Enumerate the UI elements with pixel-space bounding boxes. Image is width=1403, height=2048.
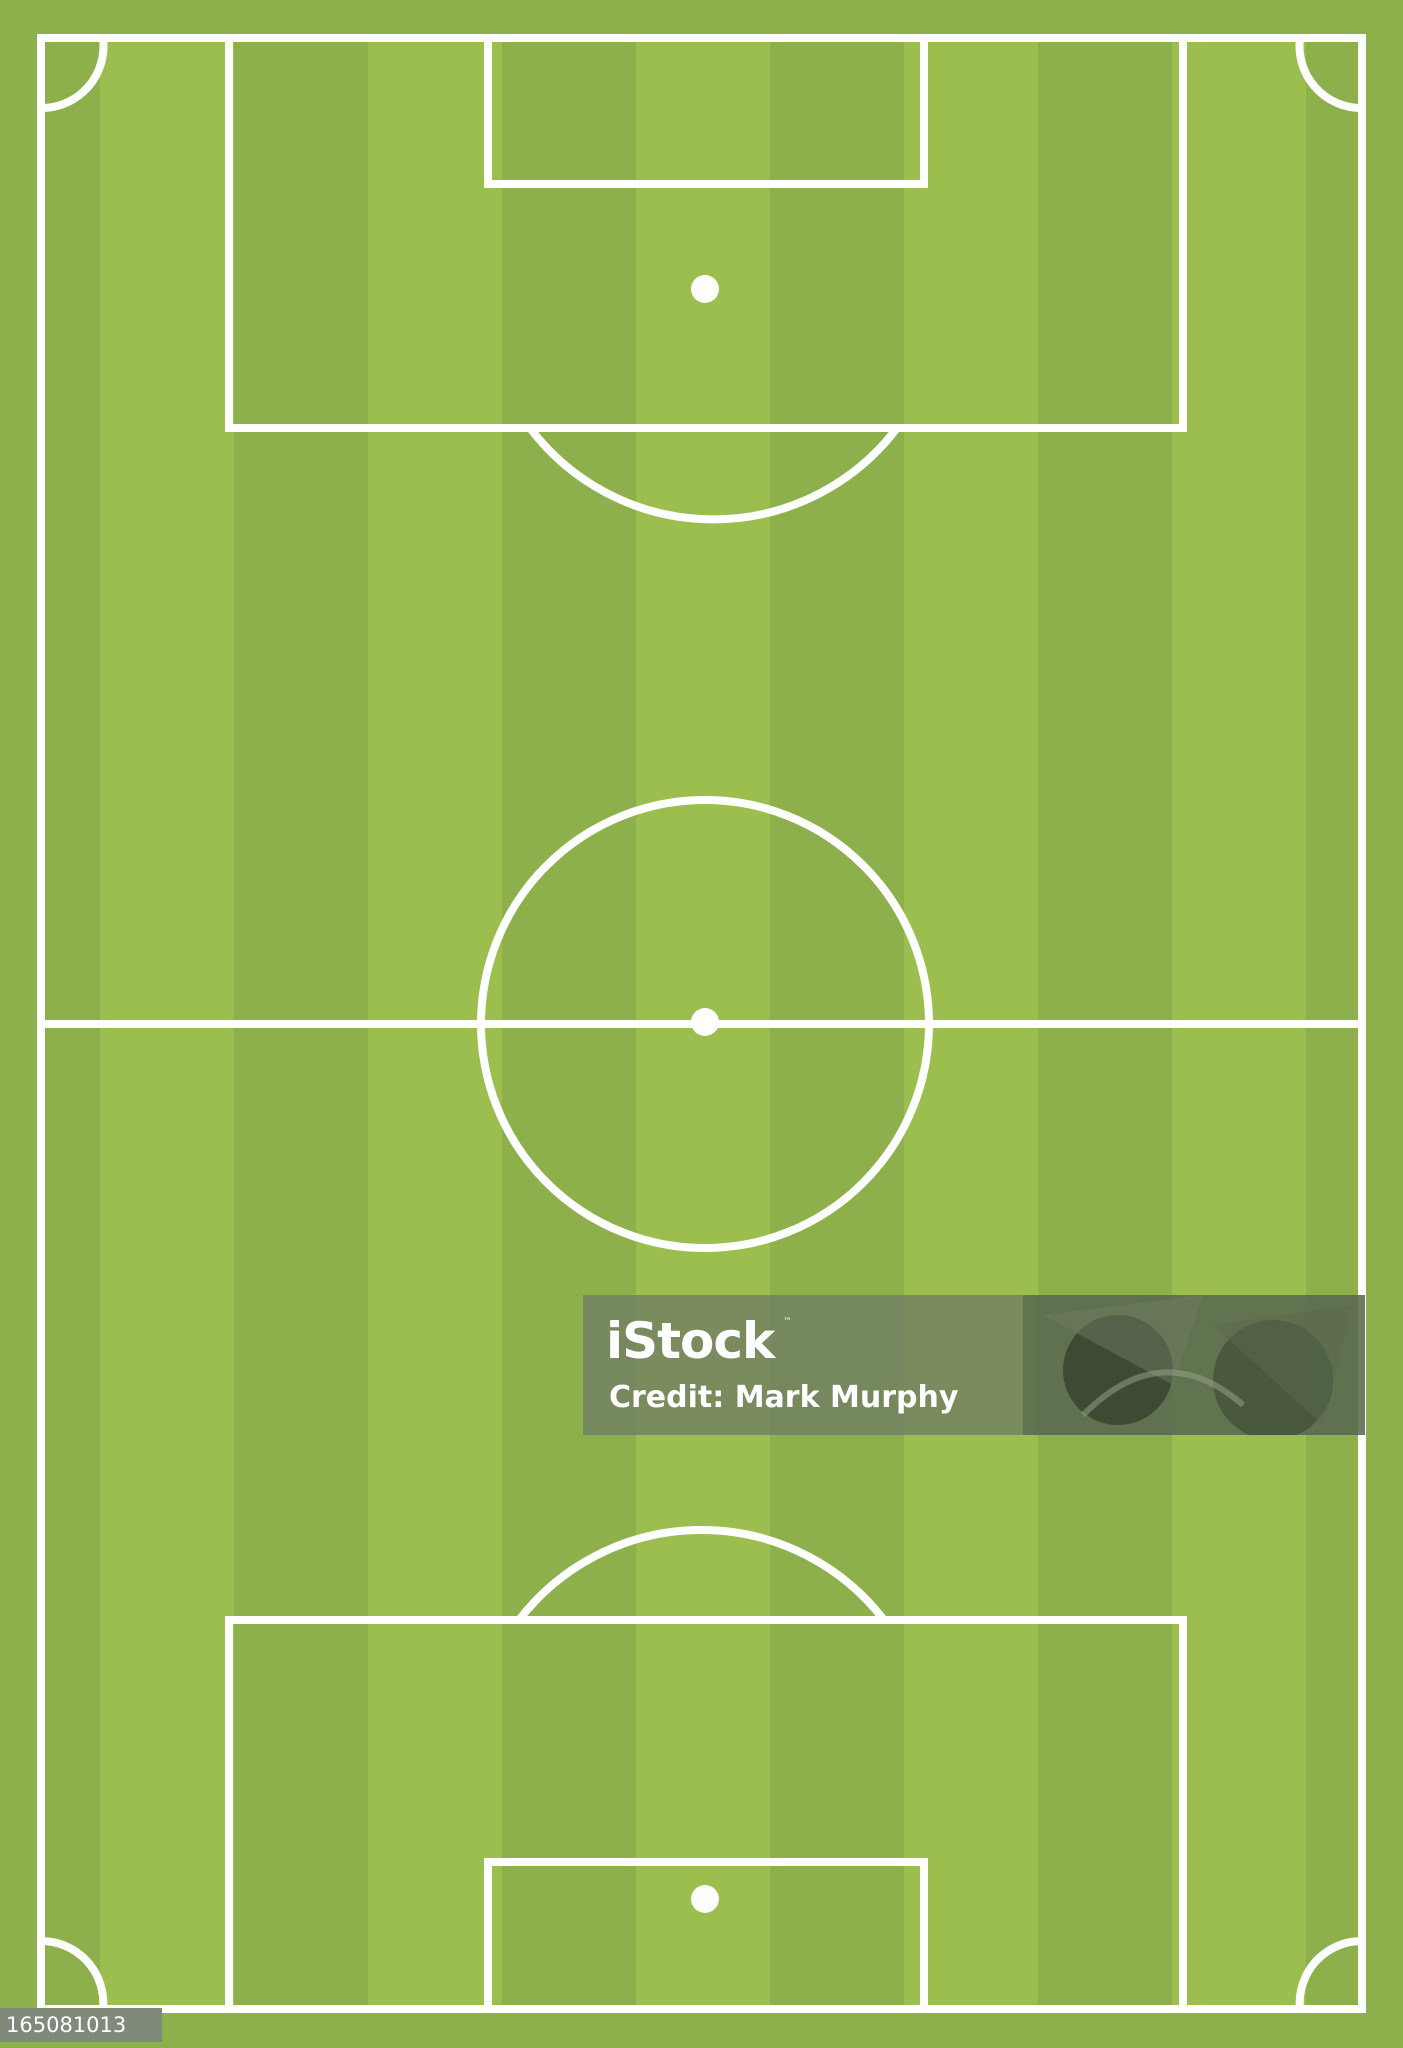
center-circle (477, 796, 933, 1252)
corner-arc-bottom-right (1295, 1936, 1363, 2010)
bottom-goal-area (484, 1858, 928, 2013)
top-penalty-arc (526, 425, 901, 524)
image-id-label: 165081013 (0, 2008, 162, 2042)
corner-arc-top-right (1295, 37, 1363, 113)
photo-credit: Credit: Mark Murphy (609, 1380, 959, 1415)
corner-arc-top-left (40, 37, 108, 113)
top-penalty-spot (691, 275, 719, 303)
bottom-penalty-arc (515, 1525, 888, 1623)
trademark-symbol: ™ (783, 1317, 792, 1327)
center-spot (691, 1008, 719, 1036)
watermark-abstract-art (1023, 1295, 1365, 1435)
top-goal-area (484, 34, 928, 188)
istock-logo: iStock (606, 1312, 775, 1370)
bottom-penalty-spot (691, 1885, 719, 1913)
istock-watermark: iStock ™ Credit: Mark Murphy (583, 1295, 1365, 1435)
pitch-spots (691, 275, 719, 1913)
corner-arc-bottom-left (40, 1936, 108, 2010)
